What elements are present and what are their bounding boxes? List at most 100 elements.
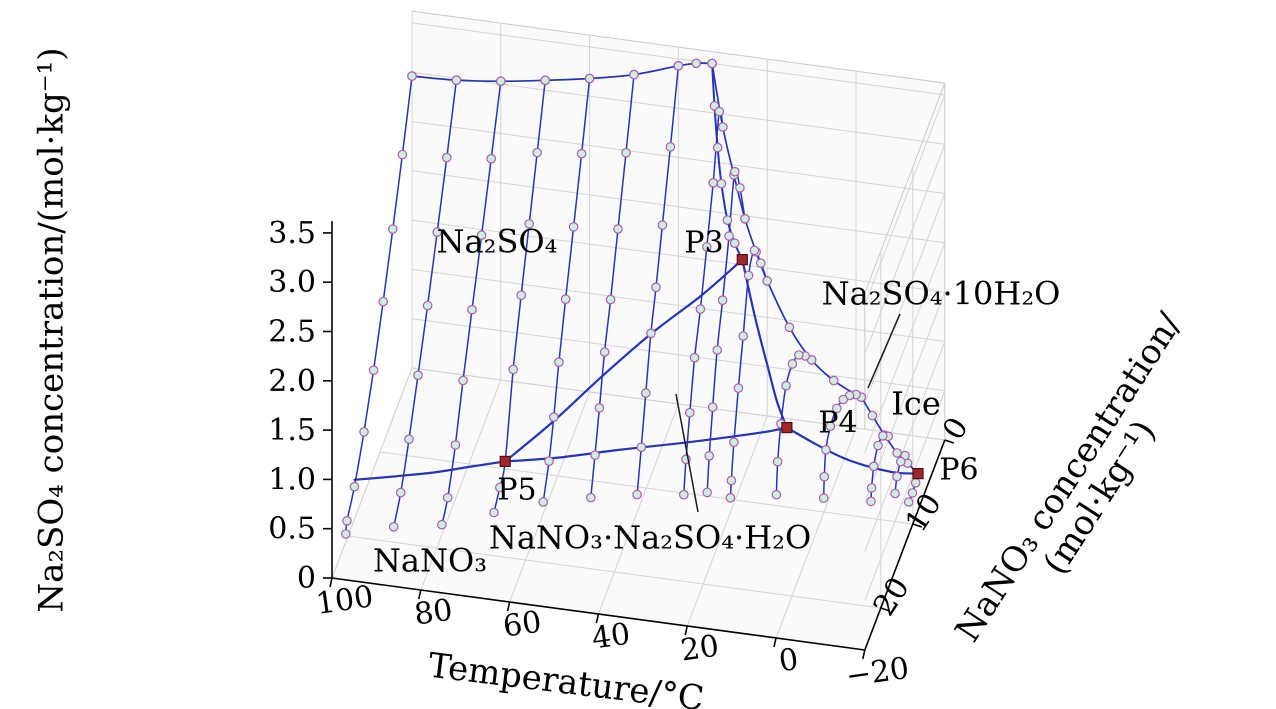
data-point-marker [825, 421, 836, 431]
data-point-marker [717, 122, 728, 132]
data-point-marker [892, 448, 902, 458]
data-point-marker [441, 152, 452, 163]
data-point-marker [576, 148, 587, 159]
data-point-marker [704, 450, 714, 461]
data-point-marker [554, 357, 564, 367]
data-point-marker [772, 456, 783, 467]
data-point-marker [368, 365, 379, 375]
x-axis-tick [773, 637, 777, 648]
grid-line [379, 451, 913, 525]
data-point-marker [716, 178, 727, 189]
data-point-marker [395, 487, 406, 498]
z-tick-label: 3.5 [268, 216, 316, 251]
data-point-marker [738, 331, 748, 341]
data-point-marker [784, 322, 795, 333]
data-point-marker [585, 492, 596, 503]
region-label-na2so4: Na₂SO₄ [436, 222, 558, 261]
data-point-marker [725, 492, 736, 503]
data-point-marker [422, 300, 433, 311]
mirabilite-label-leader-line [867, 313, 901, 389]
data-point-marker [613, 224, 623, 234]
data-point-marker [701, 242, 712, 252]
z-axis-title: Na₂SO₄ concentration/(mol·kg⁻¹) [31, 47, 72, 613]
data-point-marker [584, 73, 595, 84]
data-point-marker [907, 488, 918, 498]
data-point-marker [544, 456, 554, 466]
data-point-marker [413, 370, 423, 380]
data-point-marker [729, 166, 740, 177]
data-point-marker [404, 434, 414, 444]
x-tick-label: 100 [314, 579, 376, 622]
invariant-point-marker-p3 [736, 254, 748, 266]
data-point-marker [442, 492, 453, 503]
data-point-marker [740, 214, 750, 224]
data-point-marker [678, 489, 689, 500]
y-axis-line [864, 439, 946, 651]
data-point-marker [378, 296, 388, 307]
data-point-marker [743, 270, 754, 281]
invariant-point-marker-p5 [499, 455, 511, 467]
data-point-marker [560, 294, 571, 304]
grid-line [864, 341, 946, 552]
grid-line [411, 121, 945, 194]
data-point-marker [819, 471, 830, 482]
data-point-marker [486, 153, 496, 164]
data-point-marker [629, 69, 639, 80]
data-point-marker [489, 507, 499, 518]
y-axis-tick [880, 607, 891, 612]
data-point-marker [793, 350, 804, 360]
data-point-marker [432, 227, 442, 237]
data-point-marker [866, 496, 876, 507]
data-point-marker [651, 282, 661, 293]
grid-line [686, 415, 768, 627]
data-point-marker [702, 487, 712, 498]
data-point-marker [340, 529, 351, 539]
data-point-marker [516, 290, 526, 300]
data-point-marker [868, 461, 879, 472]
data-point-marker [895, 456, 906, 467]
x-tick-label: −20 [844, 651, 912, 694]
data-point-marker [762, 276, 772, 286]
data-point-marker [640, 388, 651, 398]
grid-line [509, 391, 591, 603]
boundary-curve-na2so4-nano3-cotectic [353, 460, 507, 481]
data-point-marker [689, 352, 700, 363]
data-point-marker [407, 71, 417, 81]
data-point-marker [388, 521, 399, 532]
data-point-marker [397, 149, 408, 160]
grid-line [411, 170, 945, 244]
grid-line [331, 367, 413, 579]
grid-line [347, 535, 881, 609]
boundary-curve-darapskite-mirabilite-cotectic [741, 258, 788, 429]
y-axis-tick [912, 523, 923, 528]
z-tick-label: 2.0 [268, 364, 316, 399]
data-point-marker [910, 477, 921, 488]
x-axis-tick [684, 625, 688, 636]
grid-line [864, 144, 946, 355]
data-point-marker [568, 222, 579, 232]
z-tick-label: 1.0 [268, 462, 316, 497]
x-tick-label: 40 [590, 617, 633, 657]
data-point-marker [538, 497, 548, 507]
grid-line [411, 268, 945, 342]
invariant-label-p3: P3 [684, 225, 724, 261]
data-point-marker [548, 412, 559, 422]
grid-line [775, 427, 857, 639]
z-tick-label: 3.0 [268, 265, 316, 300]
data-point-marker [781, 380, 791, 391]
data-point-marker [540, 75, 550, 86]
invariant-point-marker-p4 [781, 422, 793, 434]
grid-line [864, 193, 946, 404]
invariant-label-p5: P5 [497, 472, 537, 508]
data-point-marker [494, 482, 505, 493]
data-point-marker [684, 407, 695, 418]
data-point-marker [866, 483, 877, 493]
data-point-marker [495, 76, 506, 86]
data-point-marker [828, 375, 839, 386]
data-point-marker [873, 440, 883, 451]
data-point-marker [646, 328, 656, 339]
data-point-marker [877, 430, 888, 441]
data-point-marker [458, 375, 468, 386]
